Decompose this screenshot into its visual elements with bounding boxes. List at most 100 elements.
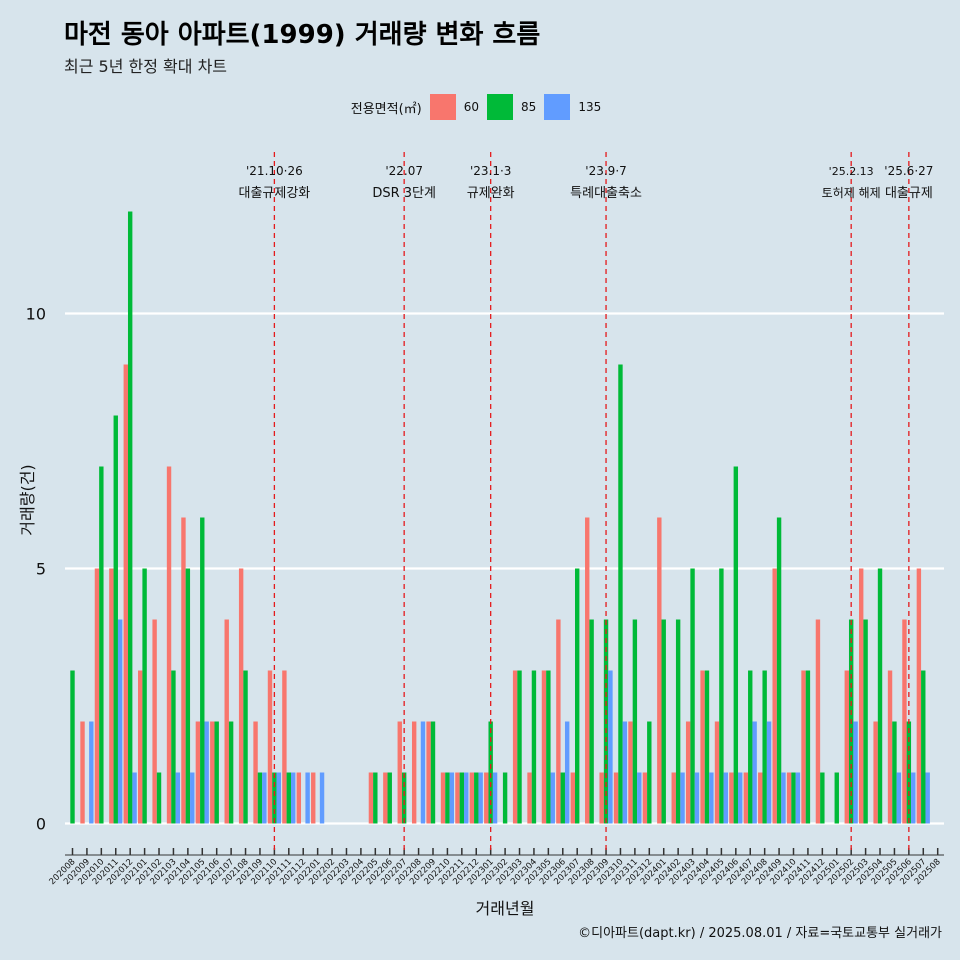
- bar-60-202009: [80, 721, 85, 824]
- event-label: 규제완화: [467, 186, 515, 201]
- bar-85-202401: [661, 619, 666, 824]
- bar-85-202210: [445, 772, 450, 824]
- bar-85-202411: [805, 670, 811, 824]
- bar-135-202309: [608, 670, 613, 824]
- event-date-label: '25.2.13: [829, 165, 874, 178]
- bar-60-202505: [887, 670, 893, 824]
- legend-label-60: 60: [463, 100, 480, 114]
- bar-60-202111: [282, 670, 287, 824]
- bar-85-202503: [863, 619, 868, 824]
- bar-85-202111: [286, 772, 291, 824]
- bar-85-202410: [791, 772, 796, 824]
- bar-60-202102: [152, 619, 157, 824]
- bar-135-202109: [262, 772, 267, 824]
- bar-85-202010: [99, 466, 104, 824]
- event-date-label: '22.07: [385, 164, 423, 178]
- bar-135-202111: [291, 772, 296, 824]
- y-tick-label: 5: [36, 560, 46, 579]
- legend-label-85: 85: [521, 100, 537, 114]
- bar-60-202209: [426, 721, 431, 824]
- bar-60-202309: [599, 772, 604, 824]
- legend-item-60: 60: [429, 94, 480, 120]
- bar-60-202310: [613, 772, 619, 824]
- bar-60-202010: [94, 568, 100, 824]
- bar-85-202507: [921, 670, 926, 824]
- bar-135-202306: [564, 721, 570, 824]
- bar-85-202108: [243, 670, 248, 824]
- bar-60-202308: [585, 517, 590, 824]
- bar-135-202212: [478, 772, 483, 824]
- bar-60-202507: [916, 568, 922, 824]
- bar-85-202008: [70, 670, 75, 824]
- bar-135-202405: [723, 772, 728, 824]
- event-label: 특례대출축소: [570, 186, 642, 201]
- bar-85-202206: [387, 772, 392, 824]
- bar-60-202109: [253, 721, 258, 824]
- bar-60-202406: [729, 772, 734, 824]
- legend-title: 전용면적(㎡): [350, 101, 422, 117]
- bar-135-202110: [276, 772, 281, 824]
- legend: 전용면적(㎡) 60 85 135: [0, 92, 960, 122]
- bar-85-202408: [762, 670, 767, 824]
- bar-85-202105: [200, 517, 205, 824]
- bar-60-202409: [772, 568, 777, 824]
- bar-60-202210: [440, 772, 446, 824]
- bar-85-202311: [632, 619, 638, 824]
- bar-60-202205: [368, 772, 374, 824]
- bar-60-202404: [700, 670, 705, 824]
- bar-135-202103: [175, 772, 181, 824]
- bar-60-202304: [527, 772, 532, 824]
- bar-135-202409: [781, 772, 786, 824]
- event-date-label: '21.10·26: [246, 164, 303, 178]
- bar-85-202106: [214, 721, 219, 824]
- bar-85-202306: [560, 772, 565, 824]
- bar-60-202506: [902, 619, 907, 824]
- legend-swatch-60: [429, 94, 456, 120]
- legend-swatch-135: [544, 94, 571, 120]
- event-date-label: '23.1·3: [470, 164, 511, 178]
- bar-135-202105: [204, 721, 209, 824]
- legend-item-135: 135: [544, 94, 601, 120]
- bar-85-202302: [502, 772, 508, 824]
- bar-85-202212: [474, 772, 479, 824]
- bar-85-202404: [704, 670, 710, 824]
- bar-85-202407: [748, 670, 753, 824]
- bar-85-202209: [430, 721, 436, 824]
- bar-85-202505: [892, 721, 897, 824]
- bar-135-202208: [420, 721, 426, 824]
- bar-85-202406: [733, 466, 739, 824]
- bar-60-202207: [397, 721, 402, 824]
- bar-135-202011: [117, 619, 123, 824]
- bar-135-202311: [637, 772, 642, 824]
- bar-135-202402: [680, 772, 685, 824]
- bar-60-202208: [411, 721, 417, 824]
- bar-85-202506: [906, 721, 912, 824]
- bar-135-202403: [694, 772, 700, 824]
- bar-60-202106: [210, 721, 215, 824]
- event-label: 대출규제: [885, 186, 933, 201]
- bar-60-202402: [671, 772, 676, 824]
- chart-title: 마전 동아 아파트(1999) 거래량 변화 흐름: [64, 20, 541, 50]
- bar-135-202502: [853, 721, 858, 824]
- bar-85-202110: [272, 772, 277, 824]
- bar-85-202308: [589, 619, 594, 824]
- bar-85-202104: [185, 568, 191, 824]
- bar-60-202410: [786, 772, 792, 824]
- bar-60-202504: [873, 721, 878, 824]
- bar-135-202404: [709, 772, 714, 824]
- bar-135-202407: [752, 721, 757, 824]
- bar-60-202407: [743, 772, 749, 824]
- bar-85-202103: [171, 670, 176, 824]
- bar-85-202312: [647, 721, 652, 824]
- bar-85-202403: [690, 568, 695, 824]
- bar-85-202310: [618, 364, 623, 824]
- bar-85-202107: [228, 721, 234, 824]
- bar-85-202102: [156, 772, 162, 824]
- bar-60-202211: [455, 772, 460, 824]
- bar-60-202403: [685, 721, 691, 824]
- x-axis-title: 거래년월: [476, 899, 535, 918]
- bar-60-202405: [714, 721, 720, 824]
- bar-85-202303: [517, 670, 522, 824]
- bar-60-202103: [166, 466, 172, 824]
